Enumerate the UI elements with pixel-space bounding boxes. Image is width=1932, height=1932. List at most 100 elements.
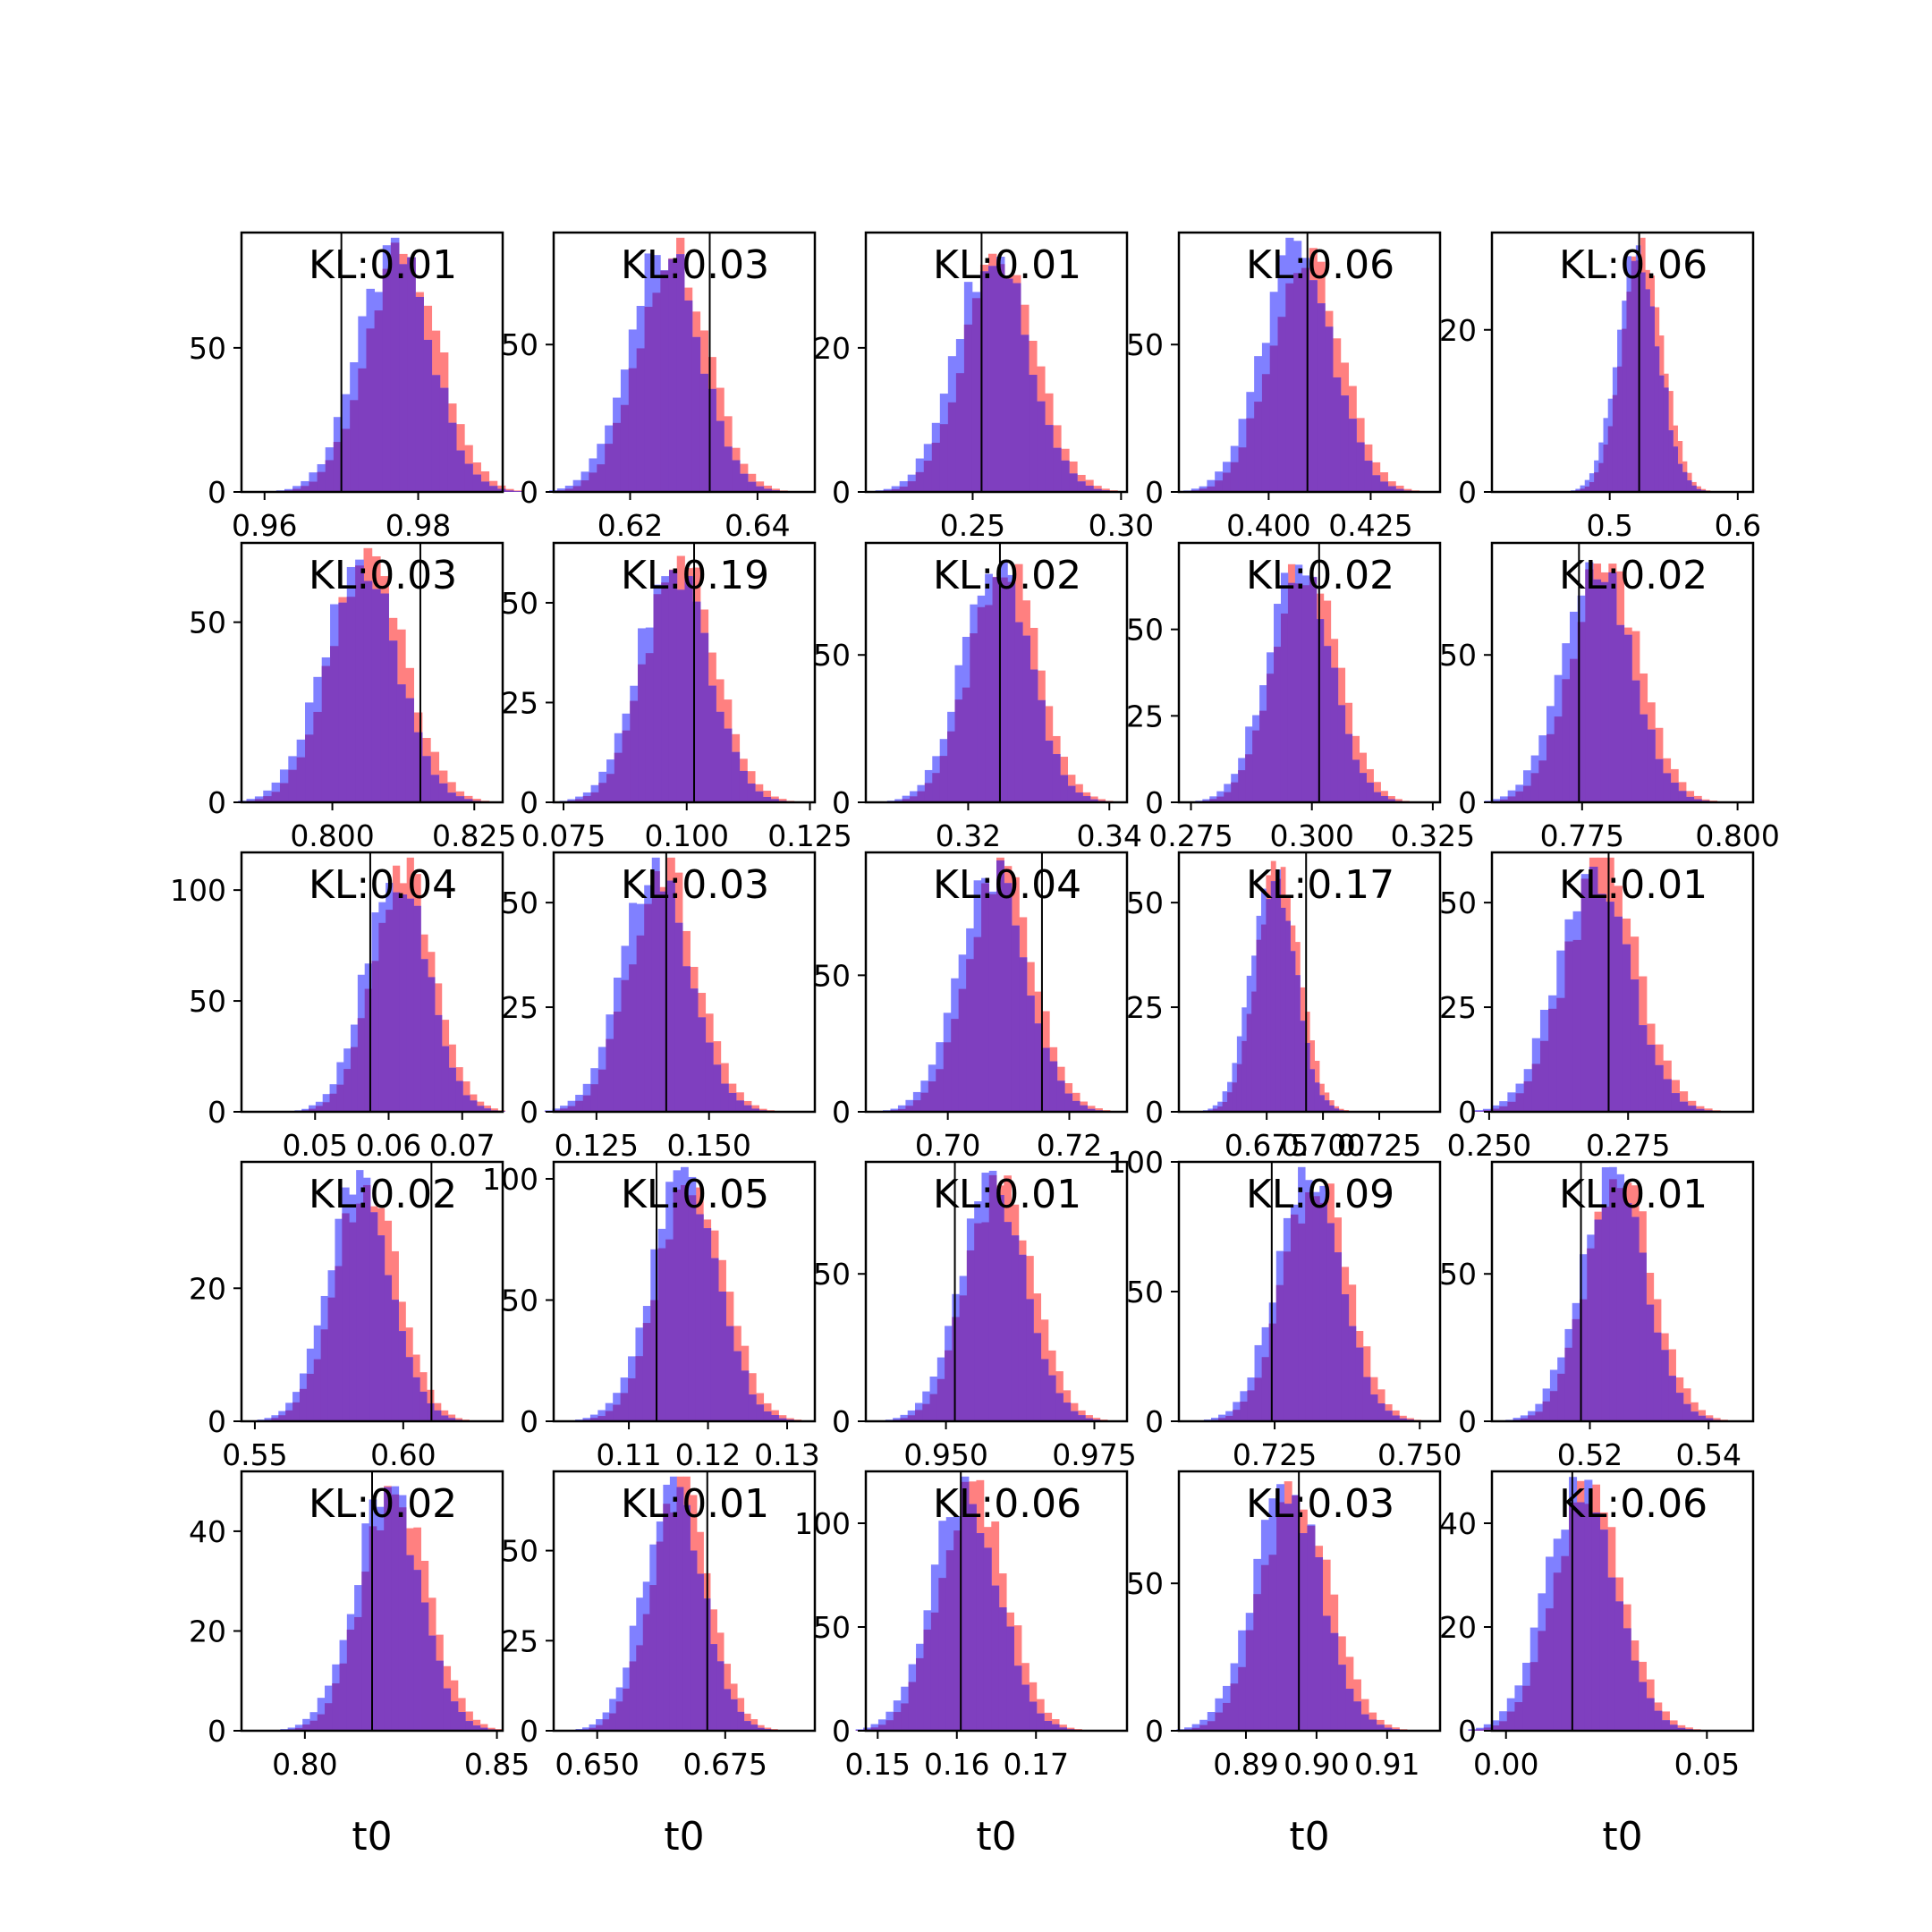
overlap-bar bbox=[336, 1084, 344, 1112]
overlap-bar bbox=[1616, 1188, 1625, 1421]
overlap-bar bbox=[1387, 486, 1396, 492]
overlap-bar bbox=[1371, 475, 1381, 492]
kl-label: KL:0.06 bbox=[1246, 242, 1394, 288]
overlap-bar bbox=[1645, 289, 1650, 492]
overlap-bar bbox=[1231, 782, 1239, 802]
overlap-bar bbox=[939, 424, 949, 492]
blue-bar bbox=[1468, 1729, 1477, 1731]
overlap-bar bbox=[660, 270, 669, 492]
overlap-bar bbox=[981, 883, 989, 1112]
y-tick-label: 50 bbox=[1126, 613, 1164, 648]
x-tick-label: 0.275 bbox=[1148, 818, 1233, 853]
blue-bar bbox=[572, 479, 581, 492]
overlap-bar bbox=[628, 368, 638, 492]
overlap-bar bbox=[1212, 1108, 1218, 1112]
overlap-bar bbox=[1352, 759, 1360, 802]
overlap-bar bbox=[575, 1100, 584, 1112]
overlap-bar bbox=[1259, 710, 1267, 802]
red-bar bbox=[1391, 1727, 1400, 1731]
overlap-bar bbox=[974, 1223, 982, 1421]
y-tick-label: 20 bbox=[1439, 313, 1477, 348]
y-tick-label: 0 bbox=[832, 475, 851, 510]
overlap-bar bbox=[605, 444, 614, 492]
overlap-bar bbox=[1277, 317, 1286, 492]
overlap-bar bbox=[564, 488, 574, 492]
blue-bar bbox=[1580, 485, 1586, 492]
overlap-bar bbox=[688, 1195, 697, 1421]
overlap-bar bbox=[1549, 1391, 1558, 1421]
blue-bar bbox=[1491, 1105, 1500, 1112]
red-bar bbox=[1384, 1724, 1393, 1731]
overlap-bar bbox=[1663, 1079, 1672, 1112]
kl-label: KL:0.09 bbox=[1246, 1172, 1394, 1217]
blue-bar bbox=[287, 1727, 296, 1731]
overlap-bar bbox=[1564, 1347, 1573, 1421]
overlap-bar bbox=[970, 633, 979, 802]
overlap-bar bbox=[333, 442, 343, 492]
overlap-bar bbox=[1230, 462, 1239, 492]
overlap-bar bbox=[443, 1688, 452, 1731]
x-tick-label: 0.425 bbox=[1328, 508, 1412, 543]
overlap-bar bbox=[1668, 1376, 1676, 1421]
x-tick-label: 0.25 bbox=[940, 508, 1005, 543]
overlap-bar bbox=[622, 730, 631, 802]
overlap-bar bbox=[1276, 1502, 1285, 1731]
overlap-bar bbox=[939, 756, 948, 802]
red-bar bbox=[1097, 799, 1106, 802]
overlap-bar bbox=[621, 979, 630, 1112]
y-tick-label: 25 bbox=[1126, 699, 1164, 733]
overlap-bar bbox=[1224, 792, 1232, 802]
overlap-bar bbox=[1011, 925, 1020, 1112]
overlap-bar bbox=[1209, 799, 1217, 802]
overlap-bar bbox=[741, 1370, 750, 1421]
overlap-bar bbox=[1275, 878, 1282, 1112]
overlap-bar bbox=[313, 711, 323, 802]
overlap-bar bbox=[900, 1418, 909, 1421]
overlap-bar bbox=[1499, 799, 1509, 802]
subplot-16: 0.55 0.60 0 20 KL:0.02 bbox=[189, 1160, 504, 1472]
overlap-bar bbox=[1631, 260, 1637, 492]
overlap-bar bbox=[1236, 1063, 1242, 1112]
blue-bar bbox=[582, 1418, 591, 1421]
overlap-bar bbox=[998, 1607, 1007, 1731]
overlap-bar bbox=[720, 1083, 729, 1112]
overlap-bar bbox=[412, 1377, 420, 1421]
kl-label: KL:0.19 bbox=[621, 553, 769, 598]
overlap-bar bbox=[708, 388, 716, 492]
overlap-bar bbox=[1359, 773, 1367, 802]
overlap-bar bbox=[278, 1415, 286, 1421]
x-tick-label: 0.90 bbox=[1284, 1747, 1349, 1782]
y-tick-label: 50 bbox=[189, 606, 226, 640]
overlap-bar bbox=[1341, 1293, 1350, 1421]
overlap-bar bbox=[1576, 1502, 1585, 1731]
overlap-bar bbox=[1245, 1630, 1254, 1731]
overlap-bar bbox=[398, 1507, 407, 1731]
overlap-bar bbox=[1557, 1373, 1565, 1421]
overlap-bar bbox=[330, 646, 339, 802]
overlap-bar bbox=[420, 1602, 429, 1731]
overlap-bar bbox=[705, 1042, 714, 1112]
overlap-bar bbox=[748, 1394, 757, 1421]
overlap-bar bbox=[596, 1724, 604, 1731]
kl-label: KL:0.02 bbox=[1559, 553, 1707, 598]
y-tick-label: 0 bbox=[832, 785, 851, 820]
x-tick-label: 0.32 bbox=[936, 818, 1001, 853]
overlap-bar bbox=[1301, 585, 1310, 802]
blue-bar bbox=[1520, 1415, 1529, 1421]
red-bar bbox=[487, 1727, 496, 1731]
overlap-bar bbox=[652, 292, 661, 492]
y-tick-label: 0 bbox=[1458, 475, 1477, 510]
red-bar bbox=[472, 799, 481, 802]
axes-frame bbox=[864, 851, 1129, 1114]
overlap-bar bbox=[716, 420, 724, 492]
overlap-bar bbox=[1392, 1415, 1400, 1421]
overlap-bar bbox=[1572, 939, 1582, 1112]
overlap-bar bbox=[447, 792, 456, 802]
axes-frame bbox=[1177, 1470, 1442, 1733]
x-tick-label: 0.91 bbox=[1354, 1747, 1419, 1782]
x-tick-label: 0.00 bbox=[1473, 1747, 1538, 1782]
overlap-bar bbox=[434, 1014, 443, 1112]
overlap-bar bbox=[1069, 473, 1078, 492]
overlap-bar bbox=[325, 460, 335, 492]
overlap-bar bbox=[1691, 485, 1697, 492]
